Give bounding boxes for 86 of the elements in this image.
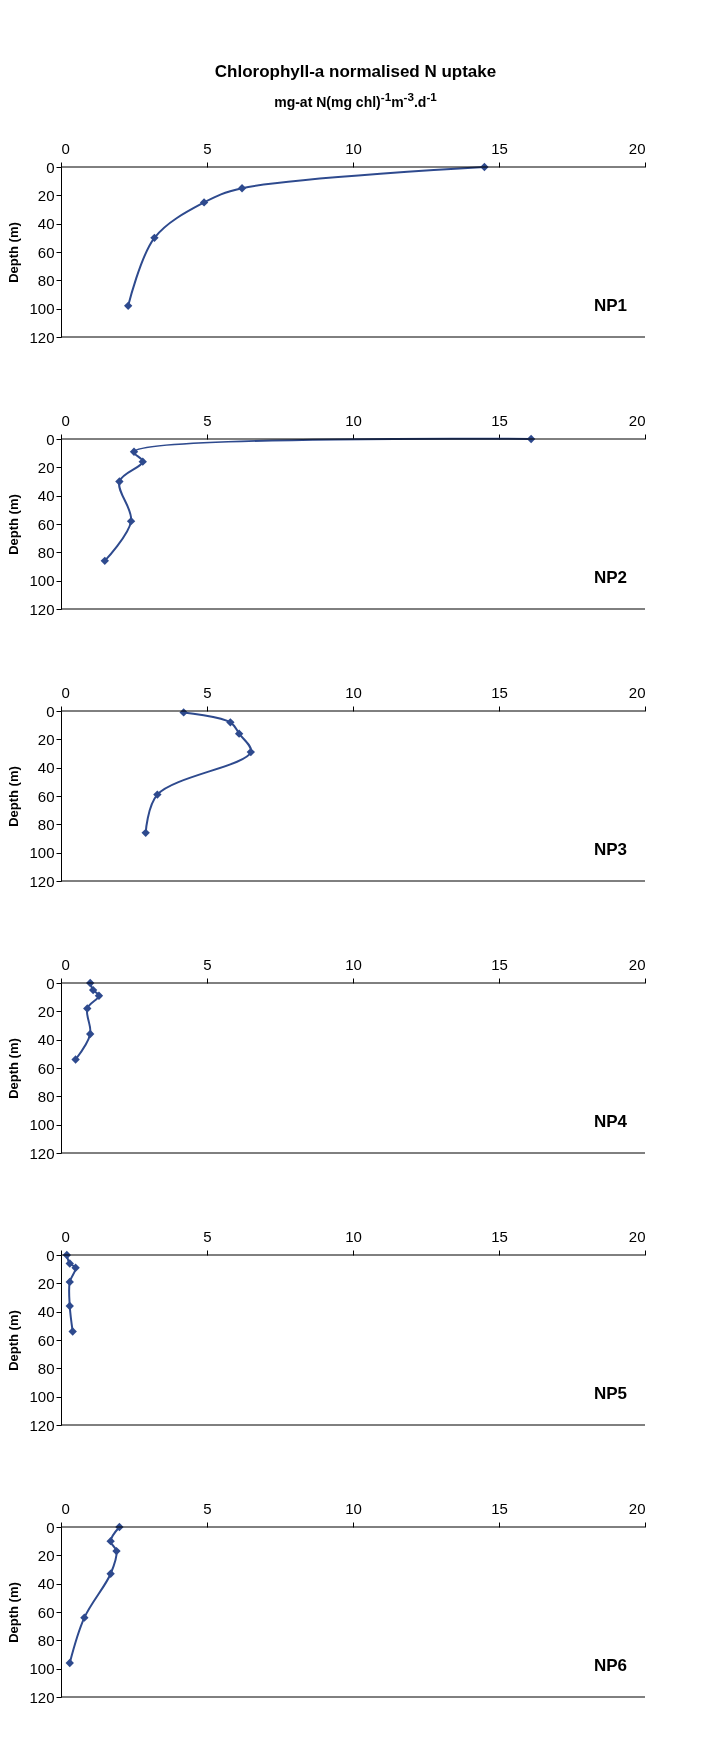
x-tick-label: 10 — [345, 1499, 362, 1517]
x-tick-label: 10 — [345, 1227, 362, 1245]
y-tick-label: 120 — [29, 872, 55, 890]
y-tick-label: 0 — [46, 702, 55, 720]
x-tick-label: 10 — [345, 411, 362, 429]
y-tick-label: 20 — [37, 730, 55, 748]
x-tick-label: 0 — [61, 411, 70, 429]
y-tick-label: 40 — [37, 1303, 55, 1321]
y-tick-label: 60 — [37, 243, 55, 261]
x-tick-label: 5 — [203, 1227, 212, 1245]
x-tick-label: 15 — [491, 955, 508, 973]
y-tick-label: 100 — [29, 1116, 55, 1134]
y-tick-label: 0 — [46, 1518, 55, 1536]
y-tick-label: 40 — [37, 1031, 55, 1049]
x-tick-label: 20 — [628, 683, 646, 701]
y-tick-label: 40 — [37, 759, 55, 777]
x-tick-label: 10 — [345, 683, 362, 701]
y-tick-label: 40 — [37, 1575, 55, 1593]
x-tick-label: 15 — [491, 1499, 508, 1517]
y-tick-label: 80 — [37, 1359, 55, 1377]
x-tick-label: 0 — [61, 955, 70, 973]
y-tick-label: 120 — [29, 1144, 55, 1162]
y-tick-label: 80 — [37, 1087, 55, 1105]
x-tick-label: 10 — [345, 139, 362, 157]
y-tick-label: 40 — [37, 487, 55, 505]
y-axis-title: Depth (m) — [6, 494, 22, 555]
x-tick-label: 15 — [491, 411, 508, 429]
x-tick-label: 20 — [628, 139, 646, 157]
y-tick-label: 0 — [46, 1246, 55, 1264]
x-tick-label: 5 — [203, 411, 212, 429]
y-tick-label: 60 — [37, 1603, 55, 1621]
y-tick-label: 0 — [46, 430, 55, 448]
y-tick-label: 100 — [29, 300, 55, 318]
y-axis-title: Depth (m) — [6, 1038, 22, 1099]
x-tick-label: 5 — [203, 139, 212, 157]
y-tick-label: 80 — [37, 815, 55, 833]
y-tick-label: 120 — [29, 1688, 55, 1706]
y-tick-label: 40 — [37, 215, 55, 233]
y-tick-label: 20 — [37, 1546, 55, 1564]
y-tick-label: 120 — [29, 328, 55, 346]
x-tick-label: 10 — [345, 955, 362, 973]
y-tick-label: 80 — [37, 1631, 55, 1649]
x-tick-label: 0 — [61, 1499, 70, 1517]
y-tick-label: 20 — [37, 1274, 55, 1292]
y-tick-label: 20 — [37, 186, 55, 204]
y-tick-label: 0 — [46, 974, 55, 992]
x-tick-label: 5 — [203, 955, 212, 973]
y-tick-label: 80 — [37, 543, 55, 561]
y-axis-title: Depth (m) — [6, 222, 22, 283]
annotation: NP6 — [593, 1656, 627, 1675]
y-tick-label: 20 — [37, 458, 55, 476]
annotation: NP4 — [593, 1112, 628, 1131]
x-tick-label: 0 — [61, 1227, 70, 1245]
y-tick-label: 0 — [46, 158, 55, 176]
chart-subtitle: mg-at N(mg chl)$^{-1}$m$^{-3}$.d$^{-1}$ — [273, 90, 438, 110]
y-tick-label: 120 — [29, 600, 55, 618]
x-tick-label: 15 — [491, 683, 508, 701]
y-tick-label: 60 — [37, 787, 55, 805]
chart-title: Chlorophyll-a normalised N uptake — [213, 62, 498, 82]
y-tick-label: 60 — [37, 1059, 55, 1077]
x-tick-label: 20 — [628, 955, 646, 973]
y-tick-label: 80 — [37, 271, 55, 289]
y-axis-title: Depth (m) — [6, 766, 22, 827]
y-tick-label: 100 — [29, 1660, 55, 1678]
annotation: NP5 — [593, 1384, 627, 1403]
x-tick-label: 5 — [203, 683, 212, 701]
y-tick-label: 20 — [37, 1002, 55, 1020]
y-tick-label: 100 — [29, 572, 55, 590]
annotation: NP3 — [593, 840, 627, 859]
y-tick-label: 120 — [29, 1416, 55, 1434]
y-tick-label: 100 — [29, 844, 55, 862]
y-tick-label: 60 — [37, 515, 55, 533]
x-tick-label: 20 — [628, 1499, 646, 1517]
y-tick-label: 100 — [29, 1388, 55, 1406]
y-tick-label: 60 — [37, 1331, 55, 1349]
annotation: NP2 — [593, 568, 627, 587]
x-tick-label: 20 — [628, 411, 646, 429]
x-tick-label: 20 — [628, 1227, 646, 1245]
annotation: NP1 — [593, 296, 627, 315]
x-tick-label: 15 — [491, 139, 508, 157]
x-tick-label: 5 — [203, 1499, 212, 1517]
x-tick-label: 0 — [61, 683, 70, 701]
y-axis-title: Depth (m) — [6, 1310, 22, 1371]
x-tick-label: 15 — [491, 1227, 508, 1245]
x-tick-label: 0 — [61, 139, 70, 157]
y-axis-title: Depth (m) — [6, 1582, 22, 1643]
